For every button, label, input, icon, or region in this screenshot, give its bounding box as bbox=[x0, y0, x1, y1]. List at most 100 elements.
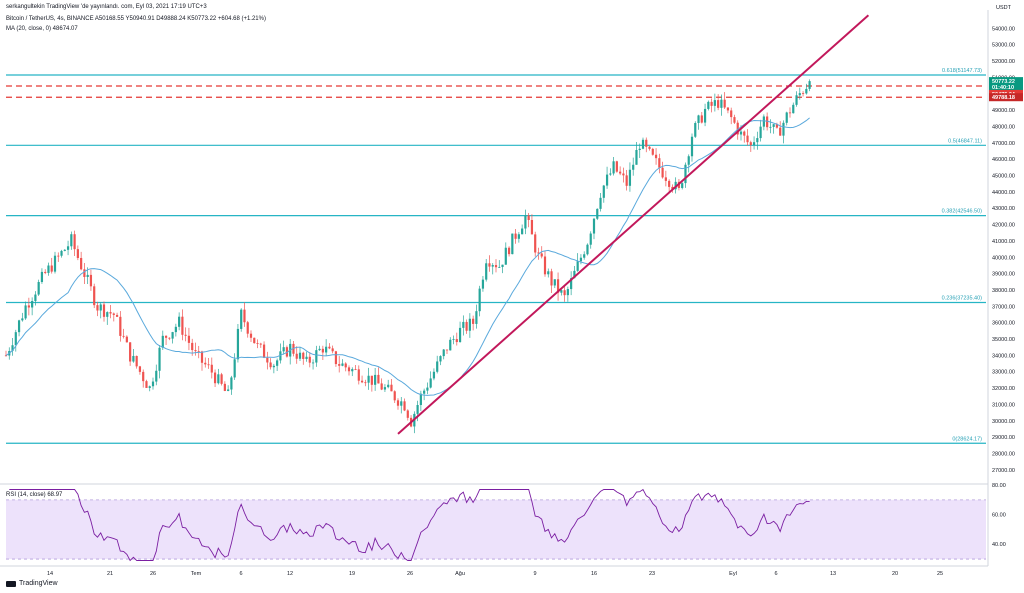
time-tick-label: 26 bbox=[407, 571, 413, 577]
candle-body bbox=[700, 115, 703, 123]
candle-body bbox=[387, 384, 390, 388]
candle-body bbox=[194, 350, 197, 352]
fib-level-label: 0.236(37235.40) bbox=[942, 295, 983, 301]
candle-body bbox=[491, 265, 494, 267]
candle-body bbox=[501, 264, 504, 267]
candle-body bbox=[184, 334, 187, 336]
candle-body bbox=[256, 343, 259, 344]
candle-body bbox=[785, 112, 788, 123]
candle-body bbox=[713, 100, 716, 106]
candle-body bbox=[801, 93, 805, 94]
candle-body bbox=[560, 290, 563, 293]
candle-body bbox=[400, 401, 403, 406]
candle-body bbox=[197, 351, 200, 352]
candle-body bbox=[187, 335, 191, 343]
candle-body bbox=[465, 321, 468, 331]
price-tick-label: 43000.00 bbox=[992, 206, 1015, 212]
price-tag bbox=[989, 93, 1023, 102]
candle-body bbox=[498, 266, 501, 268]
candle-body bbox=[383, 387, 387, 390]
candle-body bbox=[570, 278, 573, 290]
candle-body bbox=[86, 274, 89, 277]
candle-body bbox=[543, 256, 547, 275]
candle-body bbox=[808, 81, 811, 89]
candle-body bbox=[690, 136, 694, 157]
candle-body bbox=[328, 346, 331, 349]
price-tag-label: 49788.18 bbox=[992, 95, 1015, 101]
price-tick-label: 40000.00 bbox=[992, 255, 1015, 261]
candle-body bbox=[341, 363, 344, 366]
time-tick-label: 6 bbox=[774, 571, 777, 577]
candle-body bbox=[612, 161, 615, 174]
candle-body bbox=[236, 328, 240, 360]
candle-body bbox=[145, 381, 148, 388]
candle-body bbox=[534, 234, 537, 253]
candle-body bbox=[282, 347, 285, 352]
time-tick-label: 9 bbox=[533, 571, 536, 577]
candle-body bbox=[622, 173, 625, 176]
candle-body bbox=[707, 101, 710, 109]
candle-body bbox=[142, 371, 145, 382]
candle-body bbox=[583, 254, 586, 258]
price-tag bbox=[989, 82, 1023, 91]
candle-body bbox=[60, 250, 63, 256]
candle-body bbox=[246, 322, 249, 334]
fib-level-label: 0.382(42546.50) bbox=[942, 209, 983, 215]
candle-body bbox=[449, 339, 452, 351]
candle-body bbox=[76, 249, 79, 258]
candle-body bbox=[494, 265, 498, 268]
candle-body bbox=[347, 367, 351, 372]
candle-body bbox=[524, 215, 527, 229]
time-tick-label: 19 bbox=[349, 571, 355, 577]
time-tick-label: 25 bbox=[937, 571, 943, 577]
price-tick-label: 32000.00 bbox=[992, 386, 1015, 392]
candle-body bbox=[723, 99, 726, 108]
time-tick-label: 26 bbox=[150, 571, 156, 577]
candle-body bbox=[664, 177, 667, 181]
candle-body bbox=[668, 180, 671, 187]
time-tick-label: 21 bbox=[107, 571, 113, 577]
candle-body bbox=[24, 305, 27, 319]
price-tick-label: 53000.00 bbox=[992, 43, 1015, 49]
candle-body bbox=[311, 362, 315, 364]
candle-body bbox=[625, 175, 628, 186]
candle-body bbox=[684, 164, 687, 184]
candle-body bbox=[547, 271, 550, 275]
candle-body bbox=[645, 139, 648, 147]
candle-body bbox=[436, 361, 439, 372]
candle-body bbox=[805, 88, 808, 94]
candle-body bbox=[687, 156, 690, 165]
price-tick-label: 45000.00 bbox=[992, 174, 1015, 180]
candle-body bbox=[318, 348, 321, 351]
candle-body bbox=[609, 173, 612, 175]
candle-body bbox=[305, 356, 308, 360]
fib-level-label: 0.618(51147.73) bbox=[942, 68, 982, 74]
candle-body bbox=[658, 158, 661, 168]
candle-body bbox=[563, 290, 566, 296]
candle-body bbox=[14, 332, 17, 346]
tradingview-logo[interactable]: TradingView bbox=[6, 580, 58, 587]
candle-body bbox=[733, 117, 736, 123]
rsi-line bbox=[9, 488, 810, 562]
candle-body bbox=[736, 122, 739, 135]
candle-body bbox=[276, 360, 279, 366]
candle-body bbox=[654, 154, 658, 159]
candle-body bbox=[204, 362, 207, 365]
candle-body bbox=[423, 390, 426, 394]
candle-body bbox=[779, 127, 782, 136]
candle-body bbox=[788, 112, 792, 114]
candle-body bbox=[752, 142, 756, 146]
ma-info: MA (20, close, 0) 48674.07 bbox=[6, 26, 78, 32]
candle-body bbox=[70, 234, 73, 247]
candle-body bbox=[321, 348, 324, 353]
candle-body bbox=[135, 355, 138, 367]
candle-body bbox=[99, 304, 102, 311]
candle-body bbox=[579, 257, 583, 262]
candle-body bbox=[576, 261, 579, 271]
time-tick-label: Eyl bbox=[729, 571, 737, 577]
price-unit-label: USDT bbox=[996, 5, 1012, 11]
candle-body bbox=[171, 332, 174, 339]
candle-body bbox=[27, 305, 30, 308]
candle-body bbox=[181, 316, 184, 335]
